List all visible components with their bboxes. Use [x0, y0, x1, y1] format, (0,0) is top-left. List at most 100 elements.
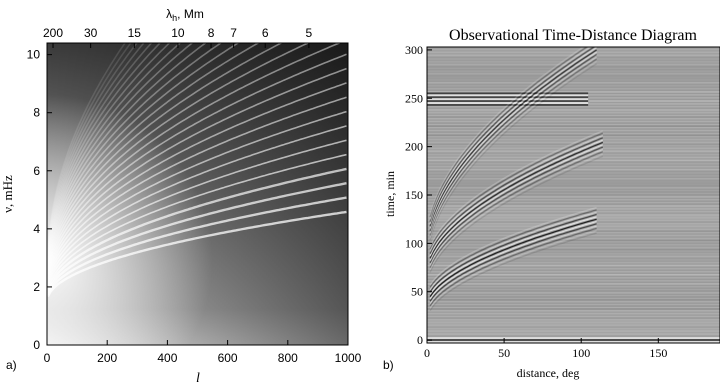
panel-a-y-axis-label: ν, mHz: [0, 175, 15, 213]
panel-b-band: [427, 314, 720, 316]
panel-b-band: [427, 280, 720, 282]
panel-a-x-tick-label: 600: [218, 351, 238, 365]
panel-b-ridge-wave: [429, 130, 604, 247]
panel-b-band: [427, 88, 720, 90]
panel-b-band: [427, 270, 720, 273]
panel-b-ridge-wave: [429, 223, 597, 302]
panel-a-ridge: [47, 43, 260, 269]
panel-a-ridge: [47, 110, 347, 284]
panel-a-top-tick-label: 5: [306, 26, 313, 40]
panel-b-ridge-wave: [429, 206, 597, 286]
panel-a-y-tick-label: 10: [27, 48, 41, 62]
panel-b-band: [427, 332, 720, 335]
panel-b-strong-band: [427, 92, 589, 95]
panel-b-strong-band: [427, 96, 589, 99]
panel-b-band: [427, 75, 720, 78]
panel-b-band: [427, 205, 720, 208]
panel-b-y-tick-label: 0: [417, 333, 423, 347]
panel-b-band: [427, 239, 720, 242]
panel-a-frame: [46, 42, 349, 346]
panel-a-y-tick-label: 8: [33, 106, 40, 120]
panel-b-ridge-wave: [429, 155, 604, 273]
panel-b-label: b): [383, 358, 394, 372]
panel-b-ridge-wave: [429, 47, 597, 225]
panel-a-top-ticks: 200 30 15 10 8 7 6 5: [43, 26, 313, 48]
panel-b-band: [427, 112, 720, 115]
panel-b-plot: [427, 47, 720, 343]
panel-b-band: [427, 63, 720, 66]
panel-b-band: [427, 267, 720, 270]
panel-a-y-tick-label: 6: [33, 164, 40, 178]
panel-b-strong-band: [427, 104, 589, 106]
panel-b-band: [427, 199, 720, 202]
panel-a-y-tick-label: 2: [33, 280, 40, 294]
panel-b-band: [427, 230, 720, 233]
panel-b-band: [427, 249, 720, 251]
panel-b-x-ticks: 0 50 100 150: [424, 338, 667, 360]
panel-a-ridge: [47, 43, 132, 248]
panel-a-top-tick-label: 10: [171, 26, 185, 40]
panel-b-band: [427, 193, 720, 196]
panel-a-ridge: [47, 43, 171, 258]
panel-a-ridge: [47, 67, 347, 278]
panel-b-band: [427, 134, 720, 137]
panel-b-ridge-wave: [429, 141, 604, 259]
panel-a-ridges: [47, 43, 347, 298]
panel-b-band: [427, 85, 720, 87]
panel-a-y-tick-label: 4: [33, 222, 40, 236]
panel-b-ridges: [429, 47, 604, 311]
panel-b-ridge-wave: [429, 47, 596, 222]
panel-b-band: [427, 298, 720, 301]
panel-b-band: [427, 264, 720, 267]
panel-a-top-axis-label: λh, Mm: [166, 7, 204, 23]
panel-b-band: [427, 224, 720, 226]
panel-a-x-tick-label: 400: [157, 351, 177, 365]
panel-b-title: Observational Time-Distance Diagram: [449, 27, 698, 44]
panel-b-band: [427, 116, 720, 118]
panel-b-band: [427, 258, 720, 261]
panel-a-x-tick-label: 1000: [335, 351, 362, 365]
panel-b-band: [427, 165, 720, 168]
panel-b-ridge-wave: [429, 53, 597, 232]
panel-b-ridge-wave: [429, 63, 597, 241]
panel-b-band: [427, 233, 720, 236]
panel-b-band: [427, 184, 720, 186]
panel-b-band: [427, 143, 720, 146]
panel-b-band: [427, 159, 720, 161]
panel-b-strong-band: [427, 94, 589, 97]
panel-b-band: [427, 208, 720, 211]
panel-b-band: [427, 171, 720, 174]
panel-b-band: [427, 190, 720, 192]
panel-b-band: [427, 106, 720, 109]
panel-b-band: [427, 323, 720, 326]
panel-b-ridge-wave: [429, 153, 604, 271]
panel-b-ridge-wave: [429, 132, 604, 250]
panel-b-ridge-wave: [429, 60, 597, 239]
panel-b-band: [427, 174, 720, 177]
panel-b-ridge-wave: [429, 211, 597, 291]
panel-b-band: [427, 57, 720, 59]
panel-b-band: [427, 326, 720, 329]
panel-b-band: [427, 202, 720, 205]
panel-b-ridge-wave: [429, 216, 597, 295]
panel-b-ridge-wave: [429, 148, 604, 266]
panel-b-band: [427, 236, 720, 239]
panel-b-ridge-wave: [429, 227, 597, 307]
panel-b-band: [427, 301, 720, 304]
panel-b-x-tick-label: 0: [424, 346, 430, 360]
panel-b-band: [427, 273, 720, 276]
panel-b: 0 50 100 150 0 50 100 150 200 250 300 Observation…: [383, 27, 720, 380]
panel-a-ridge: [47, 82, 347, 280]
panel-a-top-tick-label: 200: [43, 26, 63, 40]
panel-a-ridge: [47, 43, 182, 259]
panel-a-y-tick-label: 0: [33, 338, 40, 352]
panel-b-band: [427, 78, 720, 81]
panel-b-y-axis-label: time, min: [383, 171, 397, 217]
panel-b-ridge-wave: [429, 49, 597, 227]
panel-a-x-tick-label: 0: [44, 351, 51, 365]
panel-b-band: [427, 246, 720, 248]
panel-a-top-tick-label: 7: [230, 26, 237, 40]
panel-b-x-tick-label: 100: [572, 346, 590, 360]
